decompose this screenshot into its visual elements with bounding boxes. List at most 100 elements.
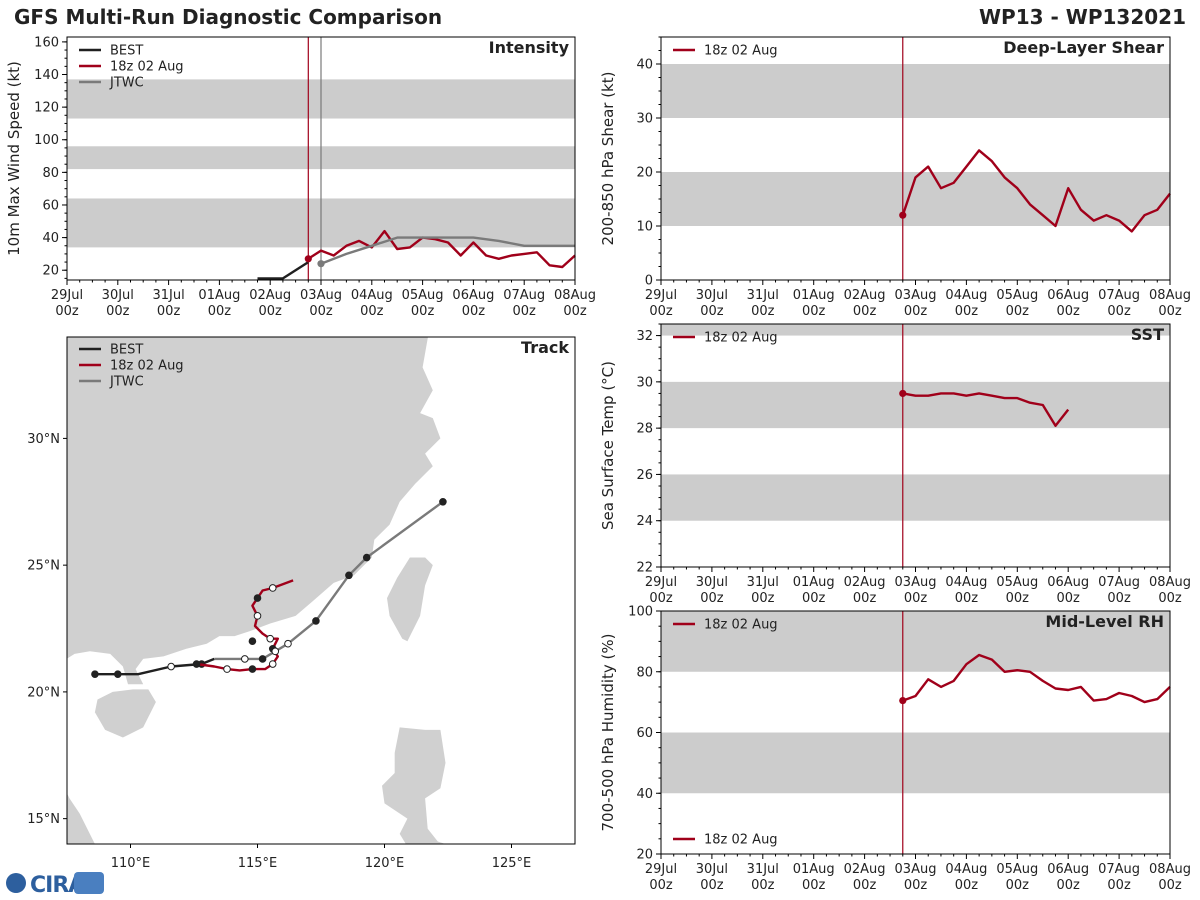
legend-label: BEST [110, 44, 143, 59]
x-tick-label: 00z [904, 304, 928, 319]
logo-globe-icon [6, 873, 26, 893]
x-tick-label: 30Jul [696, 862, 728, 877]
x-tick-label: 00z [649, 591, 673, 606]
x-tick-label: 29Jul [645, 288, 677, 303]
threshold-band [661, 64, 1170, 118]
x-tick-label: 07Aug [1098, 575, 1140, 590]
x-tick-label: 03Aug [895, 862, 937, 877]
x-tick-label: 00z [360, 304, 384, 319]
series-line-jtwc [320, 236, 575, 265]
track-position-marker [268, 660, 277, 668]
x-tick-label: 00z [1158, 304, 1182, 319]
x-tick-label: 00z [1006, 304, 1030, 319]
track-position-marker [253, 594, 262, 602]
x-tick-label: 00z [259, 304, 283, 319]
track-position-marker [223, 665, 231, 673]
lon-tick-label: 120°E [365, 856, 405, 871]
luzon-land-shape [382, 727, 446, 844]
x-tick-label: 00z [1107, 878, 1131, 893]
x-tick-label: 07Aug [1098, 288, 1140, 303]
intensity-panel: 2040608010012014016029Jul00z30Jul00z31Ju… [5, 35, 596, 319]
vietnam-land-shape [67, 793, 95, 844]
y-tick-label: 30 [636, 112, 653, 127]
legend-label: JTWC [109, 76, 144, 91]
y-tick-label: 40 [42, 231, 59, 246]
track-position-marker [271, 647, 280, 656]
x-tick-label: 31Jul [747, 575, 779, 590]
x-tick-label: 00z [1006, 591, 1030, 606]
track-position-marker [248, 665, 257, 673]
y-tick-label: 60 [42, 198, 59, 213]
legend-label: 18z 02 Aug [704, 618, 778, 633]
x-tick-label: 00z [955, 591, 979, 606]
x-tick-label: 30Jul [696, 288, 728, 303]
x-tick-label: 06Aug [452, 288, 494, 303]
x-tick-label: 01Aug [793, 862, 835, 877]
x-tick-label: 00z [700, 878, 724, 893]
x-tick-label: 00z [563, 304, 587, 319]
x-tick-label: 03Aug [895, 288, 937, 303]
x-tick-label: 00z [462, 304, 486, 319]
track-panel: 110°E 115°E 120°E 125°E 15°N 20°N 25°N 30°N Trac… [27, 336, 576, 871]
x-tick-label: 04Aug [945, 862, 987, 877]
threshold-band [661, 611, 1170, 672]
legend-label: 18z 02 Aug [110, 60, 184, 75]
x-tick-label: 03Aug [895, 575, 937, 590]
x-tick-label: 06Aug [1047, 575, 1089, 590]
x-tick-label: 00z [802, 304, 826, 319]
y-tick-label: 32 [636, 329, 653, 344]
y-tick-label: 20 [636, 848, 653, 863]
lat-tick-label: 20°N [27, 685, 60, 700]
x-tick-label: 00z [751, 878, 775, 893]
series-start-marker [899, 697, 907, 705]
threshold-band [661, 381, 1170, 429]
y-tick-label: 40 [636, 787, 653, 802]
legend-label: BEST [110, 343, 143, 358]
y-tick-label: 100 [628, 605, 653, 620]
y-tick-label: 160 [34, 35, 59, 50]
lon-tick-label: 115°E [238, 856, 278, 871]
x-tick-label: 31Jul [747, 288, 779, 303]
x-tick-label: 00z [700, 304, 724, 319]
figure-title: GFS Multi-Run Diagnostic Comparison [14, 5, 442, 29]
x-tick-label: 29Jul [51, 288, 83, 303]
threshold-band [661, 732, 1170, 794]
x-tick-label: 04Aug [945, 288, 987, 303]
x-tick-label: 00z [853, 878, 877, 893]
series-line-18z-02-aug [902, 653, 1171, 704]
track-position-marker [253, 612, 262, 620]
track-position-marker [345, 571, 353, 580]
track-position-marker [312, 617, 320, 625]
storm-id: WP13 - WP132021 [979, 5, 1186, 29]
legend-label: 18z 02 Aug [704, 331, 778, 346]
x-tick-label: 00z [802, 591, 826, 606]
cira-logo: CIRA [6, 872, 104, 898]
x-tick-label: 07Aug [503, 288, 545, 303]
y-tick-label: 40 [636, 58, 653, 73]
x-tick-label: 00z [853, 591, 877, 606]
panel-title: Deep-Layer Shear [1003, 38, 1164, 57]
taiwan-land-shape [387, 557, 433, 642]
x-tick-label: 31Jul [747, 862, 779, 877]
threshold-band [661, 474, 1170, 521]
y-tick-label: 100 [34, 133, 59, 148]
track-position-marker [167, 662, 175, 671]
y-tick-label: 28 [636, 422, 653, 437]
x-tick-label: 07Aug [1098, 862, 1140, 877]
x-tick-label: 00z [1057, 591, 1081, 606]
x-tick-label: 00z [1057, 878, 1081, 893]
x-tick-label: 05Aug [402, 288, 444, 303]
x-tick-label: 00z [157, 304, 181, 319]
lon-tick-label: 125°E [492, 856, 532, 871]
x-tick-label: 03Aug [300, 288, 342, 303]
x-tick-label: 06Aug [1047, 288, 1089, 303]
lat-tick-label: 25°N [27, 559, 60, 574]
x-tick-label: 00z [513, 304, 537, 319]
map-frame [66, 336, 576, 845]
x-tick-label: 00z [1057, 304, 1081, 319]
panel-title: Track [521, 338, 569, 357]
y-tick-label: 20 [42, 264, 59, 279]
track-position-marker [91, 670, 99, 678]
x-tick-label: 29Jul [645, 862, 677, 877]
track-position-marker [241, 655, 249, 663]
